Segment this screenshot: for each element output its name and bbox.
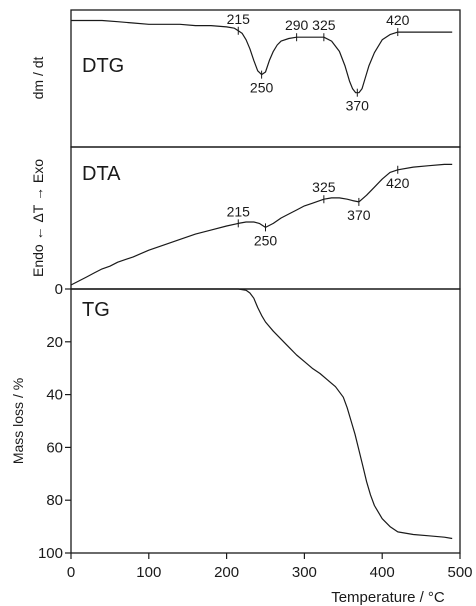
y-tick-label: 100	[38, 545, 63, 562]
peak-label: 250	[254, 232, 278, 248]
peak-label: 420	[386, 12, 410, 28]
dta-y-axis-label: Endo ← ΔT → Exo	[30, 159, 46, 277]
dta-panel-label: DTA	[82, 163, 121, 185]
peak-label: 215	[227, 203, 251, 219]
dtg-panel-frame	[70, 9, 461, 148]
y-tick-label: 20	[46, 334, 63, 351]
x-tick-label: 500	[447, 564, 472, 581]
dta-curve	[70, 163, 453, 286]
peak-label: 290	[285, 17, 309, 33]
peak-label: 250	[250, 80, 274, 96]
tg-panel-label: TG	[82, 299, 110, 321]
data-curves	[70, 19, 453, 540]
tg-curve	[71, 288, 453, 540]
y-tick-label: 80	[46, 492, 63, 509]
y-tick-label: 60	[46, 439, 63, 456]
peak-label: 325	[312, 17, 336, 33]
tg-panel-frame	[70, 288, 461, 554]
y-tick-label: 0	[55, 281, 63, 298]
peak-label: 420	[386, 175, 410, 191]
x-tick-label: 100	[136, 564, 161, 581]
x-axis-label: Temperature / °C	[331, 589, 445, 606]
dtg-curve	[71, 19, 453, 94]
peak-label: 370	[346, 98, 370, 114]
dtg-y-axis-label: dm / dt	[30, 56, 46, 99]
dta-panel-frame	[70, 146, 461, 290]
tg-y-axis-label: Mass loss / %	[10, 378, 26, 464]
dtg-panel-label: DTG	[82, 55, 124, 77]
x-tick-label: 0	[67, 564, 75, 581]
peak-label: 215	[227, 11, 251, 27]
peak-label: 370	[347, 207, 371, 223]
x-tick-label: 300	[292, 564, 317, 581]
peak-label: 325	[312, 179, 336, 195]
x-tick-label: 200	[214, 564, 239, 581]
x-tick-label: 400	[370, 564, 395, 581]
y-tick-label: 40	[46, 387, 63, 404]
